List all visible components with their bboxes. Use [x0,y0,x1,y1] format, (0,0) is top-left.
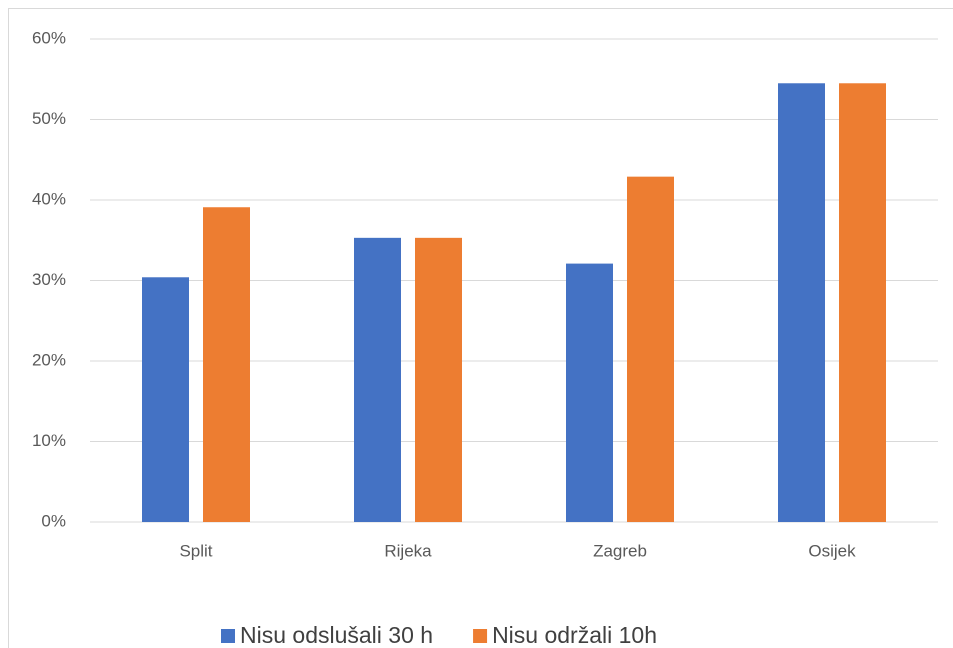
y-tick-label: 40% [32,189,66,208]
legend-swatch [221,629,235,643]
y-tick-label: 10% [32,431,66,450]
bar [142,277,189,522]
x-tick-label: Rijeka [384,541,432,560]
legend-label: Nisu održali 10h [492,622,657,648]
y-tick-label: 30% [32,270,66,289]
legend-swatch [473,629,488,643]
bar [839,83,886,523]
x-tick-label: Split [179,541,212,560]
y-tick-label: 50% [32,109,66,128]
bar [566,263,613,522]
legend-label: Nisu odslušali 30 h [240,622,433,648]
bar [203,207,250,522]
bar [778,83,825,523]
x-tick-label: Osijek [808,541,856,560]
legend: Nisu odslušali 30 h Nisu održali 10h [221,622,657,648]
bar [354,237,401,522]
y-tick-label: 0% [41,511,66,530]
bar [415,237,462,522]
y-tick-label: 60% [32,28,66,47]
x-tick-label: Zagreb [593,541,647,560]
bar [627,176,674,522]
y-tick-label: 20% [32,350,66,369]
